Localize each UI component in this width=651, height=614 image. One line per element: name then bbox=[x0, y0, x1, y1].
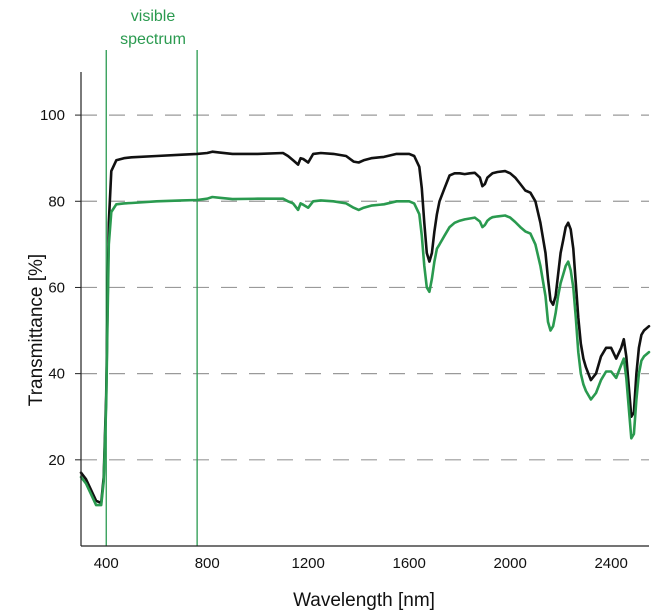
visible-spectrum-band bbox=[105, 50, 198, 546]
x-tick-label-2000: 2000 bbox=[493, 555, 526, 572]
x-tick-label-1600: 1600 bbox=[392, 555, 425, 572]
y-axis-title: Transmittance [%] bbox=[26, 254, 47, 406]
y-tick-label-20: 20 bbox=[48, 452, 65, 469]
x-tick-label-400: 400 bbox=[94, 555, 119, 572]
y-tick-label-80: 80 bbox=[48, 193, 65, 210]
visible-spectrum-label-line-2: spectrum bbox=[120, 31, 186, 48]
x-tick-labels: 400 800 1200 1600 2000 2400 bbox=[94, 555, 628, 572]
grid-lines bbox=[81, 114, 649, 461]
x-tick-label-800: 800 bbox=[195, 555, 220, 572]
axes bbox=[75, 72, 649, 547]
x-axis-title: Wavelength [nm] bbox=[293, 590, 435, 611]
series-line-2 bbox=[79, 195, 651, 507]
visible-spectrum-label-line-1: visible bbox=[131, 8, 176, 25]
series-line-1 bbox=[79, 150, 651, 505]
y-tick-label-100: 100 bbox=[40, 107, 65, 124]
series-lines bbox=[79, 150, 651, 507]
y-tick-label-40: 40 bbox=[48, 366, 65, 383]
y-tick-labels: 20 40 60 80 100 bbox=[40, 107, 65, 469]
x-tick-label-2400: 2400 bbox=[594, 555, 627, 572]
x-tick-label-1200: 1200 bbox=[292, 555, 325, 572]
y-tick-label-60: 60 bbox=[48, 279, 65, 296]
